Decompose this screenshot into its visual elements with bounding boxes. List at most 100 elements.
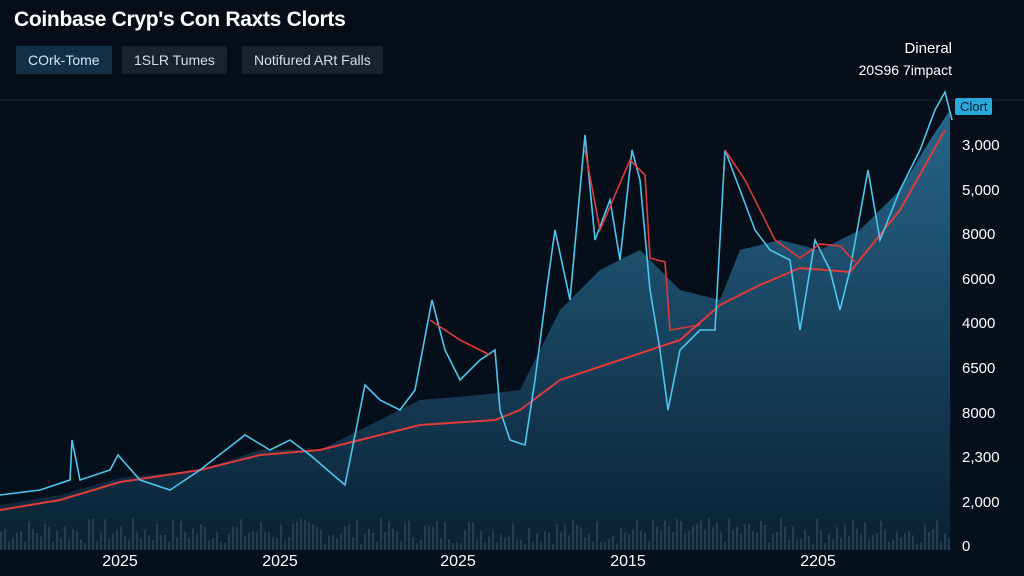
volume-bar [828,533,830,550]
volume-bar [624,532,626,550]
volume-bar [908,530,910,550]
volume-bar [892,539,894,550]
time-label: 2025 [262,553,298,570]
volume-bar [120,526,122,550]
volume-bar [532,541,534,550]
volume-bar [752,530,754,550]
volume-bar [608,539,610,550]
volume-bar [96,540,98,550]
time-label: 2205 [800,553,836,570]
volume-bar [708,518,710,550]
volume-bar [776,531,778,550]
volume-bar [136,532,138,550]
volume-bar [792,526,794,550]
volume-bar [932,529,934,550]
volume-bar [692,525,694,550]
volume-bar [540,541,542,550]
volume-bar [56,531,58,550]
price-label: 4000 [962,315,996,333]
volume-bar [348,524,350,550]
volume-bar [924,524,926,550]
volume-bar [812,543,814,550]
volume-bar [24,541,26,550]
volume-bar [416,543,418,550]
volume-bar [376,541,378,550]
volume-bar [796,539,798,550]
volume-bar [80,539,82,550]
volume-bar [160,534,162,550]
volume-bar [944,533,946,550]
volume-bar [468,522,470,550]
volume-bar [492,531,494,550]
volume-bar [784,526,786,550]
volume-bar [464,530,466,550]
volume-bar [64,526,66,550]
volume-bar [496,542,498,550]
volume-bar [584,537,586,550]
volume-bar [276,537,278,550]
volume-bar [420,539,422,550]
volume-bar [408,520,410,550]
volume-bar [404,523,406,550]
volume-bar [140,537,142,550]
volume-bar [516,540,518,550]
volume-bar [352,537,354,550]
volume-bar [388,521,390,550]
volume-bar [520,539,522,550]
volume-bar [552,543,554,550]
volume-bar [268,532,270,550]
volume-bar [60,537,62,550]
volume-bar [660,531,662,550]
volume-bar [504,538,506,550]
volume-bar [284,540,286,550]
price-label: 8000 [962,404,996,422]
time-label: 2015 [610,553,646,570]
volume-bar [44,523,46,550]
volume-bar [332,534,334,550]
volume-bar [340,533,342,550]
volume-bar [260,522,262,550]
volume-bar [720,532,722,550]
volume-bar [4,529,6,550]
volume-bar [804,530,806,550]
volume-bar [440,538,442,550]
volume-bar [768,542,770,550]
volume-bar [432,526,434,550]
volume-bar [272,537,274,550]
time-label: 2025 [440,553,476,570]
tab[interactable]: Notifured ARt Falls [242,46,383,74]
volume-bar [896,531,898,550]
price-area [0,110,950,550]
volume-bar [684,533,686,550]
volume-bar [848,536,850,550]
volume-bar [400,540,402,550]
volume-bar [512,523,514,550]
volume-bar [636,520,638,550]
time-label: 2025 [102,553,138,570]
volume-bar [864,522,866,550]
volume-bar [252,531,254,550]
volume-bar [588,534,590,550]
volume-bar [144,529,146,550]
volume-bar [712,527,714,550]
price-label: 0 [962,538,971,556]
volume-bar [480,531,482,550]
volume-bar [280,524,282,550]
volume-bar [316,527,318,550]
volume-bar [364,534,366,550]
volume-bar [488,536,490,550]
volume-bar [76,531,78,550]
volume-bar [168,541,170,550]
volume-bar [484,542,486,550]
tab[interactable]: 1SLR Tumes [122,46,227,74]
volume-bar [224,542,226,550]
volume-bar [632,529,634,550]
volume-bar [256,532,258,550]
volume-bar [0,531,2,550]
price-label: 6000 [962,270,996,288]
tab[interactable]: COrk-Tome [16,46,112,74]
price-label: 6500 [962,360,996,377]
volume-bar [716,522,718,550]
volume-bar [884,529,886,550]
volume-bar [36,533,38,550]
